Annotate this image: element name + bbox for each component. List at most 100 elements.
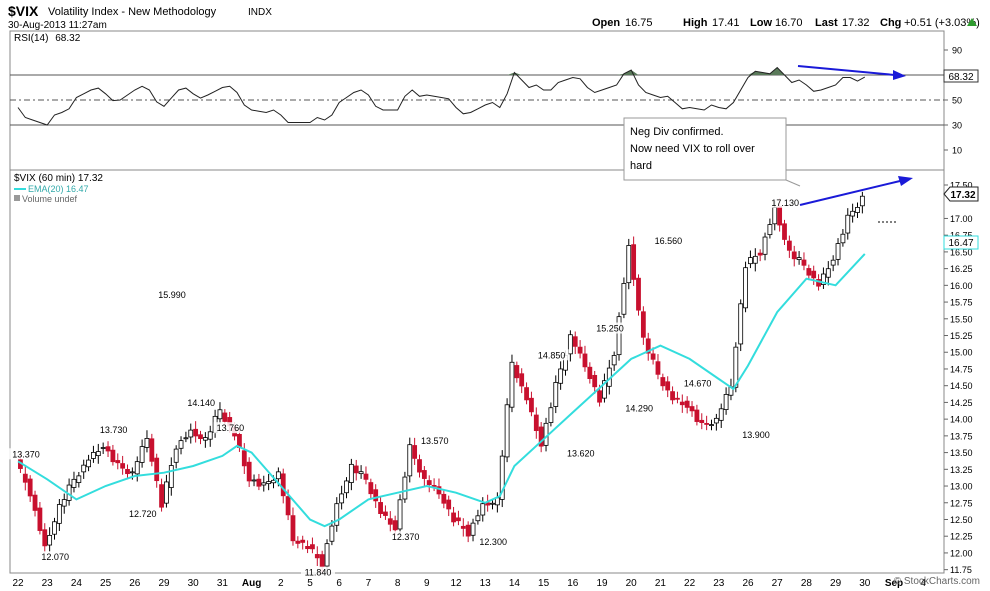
candle-body bbox=[125, 468, 130, 475]
candle-body bbox=[100, 447, 106, 449]
price-axis-label: 12.50 bbox=[950, 515, 973, 525]
candle-body bbox=[504, 404, 510, 458]
price-point-label-text: 13.760 bbox=[217, 423, 245, 433]
x-tick-label: 31 bbox=[217, 578, 229, 589]
candle-body bbox=[567, 334, 573, 355]
annotation-pointer bbox=[785, 179, 801, 187]
price-axis-label: 12.00 bbox=[950, 548, 973, 558]
candle-body bbox=[465, 524, 471, 537]
candle-body bbox=[319, 554, 325, 568]
candle-body bbox=[782, 223, 787, 240]
rsi-label: RSI(14) 68.32 bbox=[14, 33, 81, 44]
price-axis-label: 13.75 bbox=[950, 431, 973, 441]
candle-body bbox=[582, 353, 588, 368]
candle-body bbox=[402, 476, 408, 500]
candle-body bbox=[767, 224, 773, 236]
candle-body bbox=[71, 478, 77, 488]
candle-body bbox=[61, 499, 67, 507]
candle-body bbox=[412, 445, 418, 459]
candle-body bbox=[796, 257, 802, 260]
symbol-title: $VIX bbox=[8, 3, 39, 19]
candle-body bbox=[597, 390, 602, 403]
rsi-divergence-arrow bbox=[797, 65, 896, 76]
candle-body bbox=[485, 502, 491, 506]
candle-body bbox=[397, 499, 403, 530]
candle-body bbox=[358, 471, 364, 475]
candle-body bbox=[305, 546, 310, 550]
candle-body bbox=[519, 373, 525, 387]
price-point-label-bg bbox=[213, 422, 248, 434]
candle-body bbox=[207, 431, 213, 440]
candle-body bbox=[675, 397, 680, 400]
x-tick-label: 26 bbox=[742, 578, 754, 589]
legend-volume-icon bbox=[14, 195, 20, 201]
rsi-value-tag-box bbox=[943, 69, 979, 83]
candle-body bbox=[42, 529, 48, 547]
candle-body bbox=[105, 446, 111, 452]
chg-value: +0.51 (+3.03%) bbox=[904, 17, 980, 29]
candle-body bbox=[587, 366, 593, 379]
price-point-label-bg bbox=[125, 507, 160, 519]
rsi-axis: 9070503010 bbox=[944, 46, 962, 156]
candle-body bbox=[392, 520, 398, 531]
price-point-label-text: 11.840 bbox=[305, 568, 332, 578]
price-axis-label: 14.75 bbox=[950, 364, 973, 374]
rsi-overbought-fill bbox=[18, 67, 865, 75]
candle-body bbox=[446, 499, 452, 510]
candle-body bbox=[524, 387, 529, 401]
candle-body bbox=[460, 525, 466, 529]
candle-body bbox=[660, 377, 666, 387]
price-point-label: 13.370 bbox=[9, 448, 43, 460]
candle-body bbox=[699, 419, 705, 424]
candle-body bbox=[52, 521, 57, 535]
candle-body bbox=[149, 438, 155, 462]
price-point-label-bg bbox=[38, 551, 73, 563]
price-axis-label: 13.25 bbox=[950, 465, 973, 475]
candle-body bbox=[193, 428, 199, 437]
candle-body bbox=[475, 515, 481, 522]
candle-body bbox=[718, 408, 724, 421]
candle-body bbox=[241, 450, 247, 467]
candle-body bbox=[56, 504, 62, 524]
candle-body bbox=[426, 480, 432, 486]
x-tick-label: 13 bbox=[480, 578, 492, 589]
candle-body bbox=[723, 394, 729, 410]
x-tick-label: 6 bbox=[336, 578, 342, 589]
price-point-label: 14.140 bbox=[184, 396, 219, 408]
candle-body bbox=[120, 463, 126, 469]
candle-body bbox=[324, 543, 330, 567]
candles bbox=[18, 191, 865, 573]
price-axis-label: 15.00 bbox=[950, 348, 973, 358]
rsi-value-tag: 68.32 bbox=[943, 69, 979, 83]
price-point-label-text: 13.900 bbox=[742, 430, 770, 440]
candle-body bbox=[835, 243, 841, 260]
price-point-label-text: 15.250 bbox=[596, 324, 624, 334]
candle-body bbox=[266, 481, 272, 485]
price-point-label: 16.560 bbox=[651, 234, 686, 246]
candle-body bbox=[285, 496, 291, 516]
up-triangle-icon bbox=[967, 18, 977, 26]
price-point-label-bg bbox=[96, 424, 131, 436]
candle-body bbox=[295, 540, 301, 544]
candle-body bbox=[37, 507, 43, 531]
ema-price-tag: 16.47 bbox=[943, 235, 979, 250]
candle-body bbox=[86, 459, 91, 468]
price-trend-arrowhead bbox=[898, 176, 913, 186]
candle-body bbox=[76, 475, 82, 483]
candle-body bbox=[222, 412, 228, 422]
candle-body bbox=[27, 478, 33, 497]
price-point-label-bg bbox=[184, 396, 219, 408]
price-point-label-bg bbox=[9, 448, 43, 460]
price-axis: 17.5017.0016.7516.5016.2516.0015.7515.50… bbox=[944, 181, 973, 575]
candle-body bbox=[558, 368, 564, 384]
price-point-label-text: 12.070 bbox=[41, 552, 69, 562]
candle-body bbox=[694, 409, 700, 422]
x-tick-label: 29 bbox=[830, 578, 842, 589]
price-axis-label: 16.00 bbox=[950, 281, 973, 291]
last-price-tag: 17.32 bbox=[943, 186, 979, 202]
candle-body bbox=[407, 444, 413, 477]
price-panel-frame bbox=[9, 169, 945, 574]
candle-body bbox=[202, 437, 208, 441]
candle-body bbox=[850, 210, 856, 217]
candle-body bbox=[300, 539, 306, 543]
